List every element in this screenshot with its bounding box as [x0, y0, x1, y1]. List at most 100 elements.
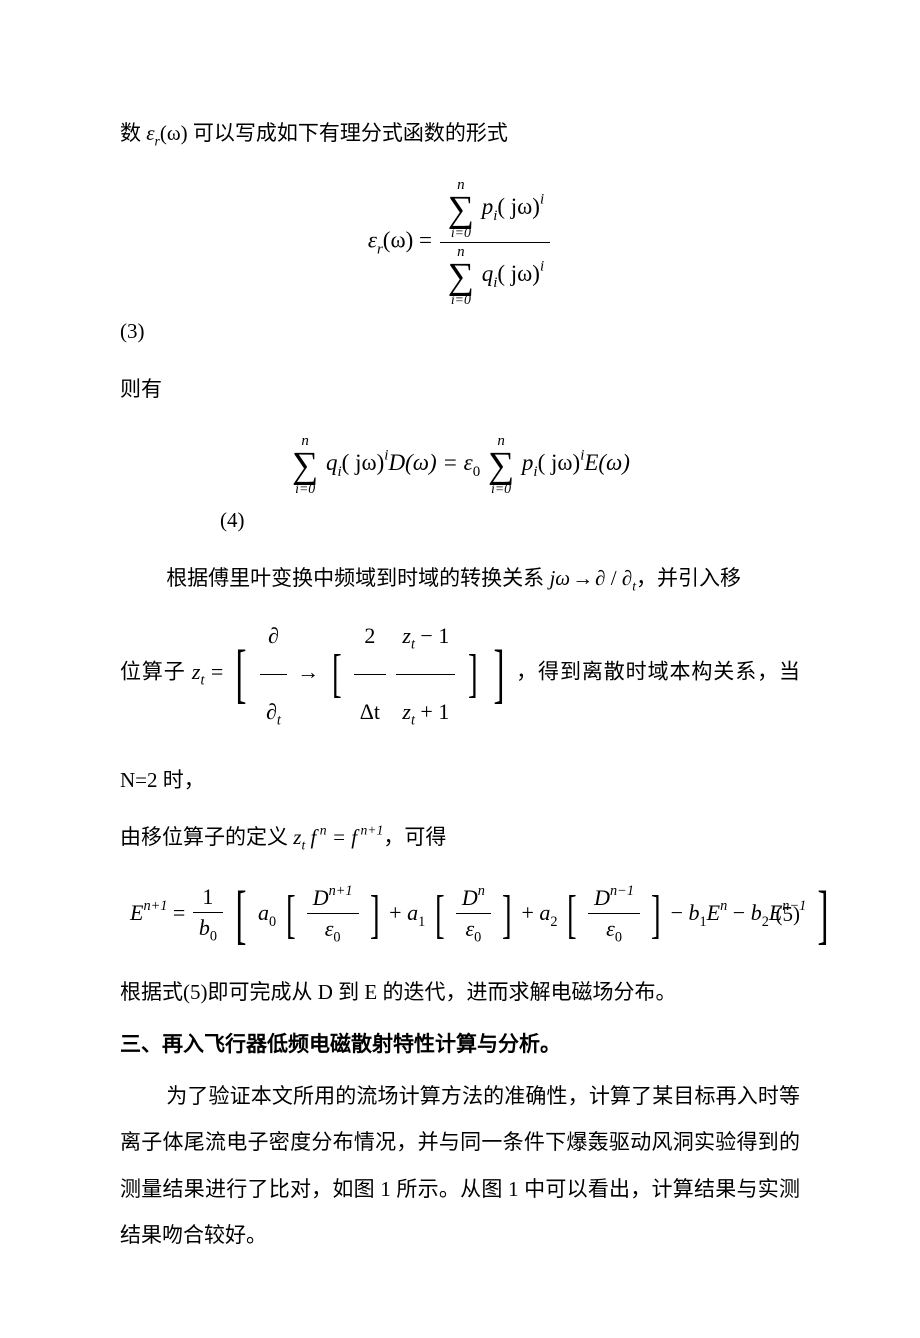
paragraph-3c: 由移位算子的定义 zt f n = f n+1，可得	[120, 814, 800, 860]
para3a-arrow: →	[570, 566, 595, 590]
page-body: 数 εr(ω) 可以写成如下有理分式函数的形式 εr(ω) = n ∑ i=0 …	[0, 0, 920, 1338]
equation-3: εr(ω) = n ∑ i=0 pi( jω)i n ∑	[120, 178, 800, 343]
eq5-lb3	[567, 894, 577, 936]
eq5-a1s: 1	[418, 914, 425, 930]
paragraph-2: 则有	[120, 366, 800, 412]
eq5-D2s: n	[478, 883, 485, 899]
eq3-num-sup: i	[540, 192, 544, 208]
eq5-eps2: ε	[465, 916, 474, 941]
eq4-parg: ( jω)	[538, 450, 581, 475]
eq5-lb2	[435, 894, 445, 936]
eq3-sum-num: n ∑ i=0	[448, 178, 474, 240]
eq5-Ens: n	[720, 898, 727, 914]
para3a-partial: ∂ / ∂	[595, 566, 632, 590]
eq5-fD2: Dn ε0	[456, 883, 491, 947]
eq4-q: q	[326, 450, 338, 475]
para3b-f3nb: − 1	[415, 623, 449, 648]
eps-arg: (ω)	[160, 121, 188, 145]
eq5-min2: −	[733, 900, 751, 925]
eq5-fD1: Dn+1 ε0	[307, 883, 359, 947]
eq5-a0: a	[258, 900, 269, 925]
eq5-rb1	[370, 894, 380, 936]
eq5-f1d: b	[199, 915, 210, 940]
para3b-f1n: ∂	[260, 601, 287, 673]
rbracket-icon-2	[468, 653, 478, 695]
eq5-rb2	[502, 894, 512, 936]
para3b-frac1: ∂ ∂t	[260, 601, 287, 747]
eq5-eps2s: 0	[474, 930, 481, 946]
eq5-Esup: n+1	[143, 898, 167, 914]
eq5-D2: D	[462, 885, 478, 910]
equation-4: n ∑ i=0 qi( jω)iD(ω) = ε0 n ∑ i=0 pi( jω…	[120, 434, 800, 533]
para3b-eq: =	[204, 659, 229, 684]
eq5-D1: D	[313, 885, 329, 910]
eq3-den-q: q	[482, 261, 494, 286]
para3b-arrow: →	[295, 659, 321, 684]
eq5-eps1s: 0	[333, 930, 340, 946]
eq5-plus1: +	[389, 900, 407, 925]
eq4-sum-l: n ∑ i=0	[292, 434, 318, 496]
eq5-b1: b	[689, 900, 700, 925]
eq5-a2s: 2	[550, 914, 557, 930]
para3a-jomega: jω	[549, 566, 570, 590]
eq4-r-lower: i=0	[488, 482, 514, 496]
equation-5: En+1 = 1 b0 a0 Dn+1 ε0 + a1 Dn	[120, 883, 800, 947]
eq5-rb3	[651, 894, 661, 936]
paragraph-3b: 位算子 zt = ∂ ∂t → 2 Δt zt − 1 zt + 1 ，得到离散…	[120, 601, 800, 814]
eq5-b2s: 2	[762, 914, 769, 930]
eq4-E: E(ω)	[584, 450, 630, 475]
rbracket-icon	[493, 649, 504, 699]
para3b-frac3: zt − 1 zt + 1	[396, 601, 455, 747]
lbracket-icon-2	[332, 653, 342, 695]
lbracket-icon	[235, 649, 246, 699]
eq3-den-arg: ( jω)	[497, 261, 540, 286]
para3c-eq: = f	[327, 825, 358, 849]
eq5-f1n: 1	[193, 884, 223, 912]
eq5-a0s: 0	[269, 914, 276, 930]
para3c-f: f	[305, 825, 316, 849]
para3b-f3na: z	[402, 623, 411, 648]
eq3-den-sup: i	[540, 259, 544, 275]
eq5-eps3: ε	[606, 916, 615, 941]
para3b-f1ds: t	[277, 712, 281, 728]
paragraph-3a: 根据傅里叶变换中频域到时域的转换关系 jω→∂ / ∂t，并引入移	[120, 555, 800, 601]
eq5-a1: a	[407, 900, 418, 925]
eq4-qarg: ( jω)	[342, 450, 385, 475]
eq5-rb-outer	[817, 890, 828, 940]
para3b-f3db: + 1	[415, 699, 449, 724]
eq5-En: E	[707, 900, 720, 925]
eq5-D3: D	[594, 885, 610, 910]
para3b-frac2: 2 Δt	[354, 601, 386, 747]
eps-symbol: ε	[146, 121, 154, 145]
eq4-eps-sub: 0	[473, 464, 480, 480]
eq5-b1s: 1	[700, 914, 707, 930]
eq4-label: (4)	[120, 508, 800, 533]
para3c-fsup1: n	[316, 823, 326, 838]
para3c-t1: 由移位算子的定义	[120, 825, 293, 849]
para3b-f3da: z	[402, 699, 411, 724]
eq3-den-lower: i=0	[448, 293, 474, 307]
para3b-f1d: ∂	[266, 699, 277, 724]
eq5-b2: b	[751, 900, 762, 925]
eq4-l-lower: i=0	[292, 482, 318, 496]
paragraph-5: 为了验证本文所用的流场计算方法的准确性，计算了某目标再入时等离子体尾流电子密度分…	[120, 1073, 800, 1258]
eq5-eq: =	[167, 900, 190, 925]
eq3-num-lower: i=0	[448, 226, 474, 240]
eq3-num-arg: ( jω)	[497, 195, 540, 220]
eq3-label: (3)	[120, 319, 800, 344]
eq5-E: E	[130, 900, 143, 925]
paragraph-1: 数 εr(ω) 可以写成如下有理分式函数的形式	[120, 110, 800, 156]
para3b-f2d: Δt	[354, 674, 386, 747]
para3c-t2: ，可得	[383, 825, 446, 849]
eq5-D1s: n+1	[329, 883, 353, 899]
eq5-label: (5)	[776, 902, 801, 927]
eq5-a2: a	[539, 900, 550, 925]
eq3-sum-den: n ∑ i=0	[448, 245, 474, 307]
para1-pre: 数	[120, 121, 146, 145]
eq3-fraction: n ∑ i=0 pi( jω)i n ∑ i=0 qi( jω)i	[440, 178, 550, 306]
eq5-lb1	[286, 894, 296, 936]
eq5-frac1: 1 b0	[193, 884, 223, 946]
eq4-eps: ε	[464, 450, 473, 475]
eq5-min1: −	[671, 900, 689, 925]
para3b-f2n: 2	[354, 601, 386, 673]
